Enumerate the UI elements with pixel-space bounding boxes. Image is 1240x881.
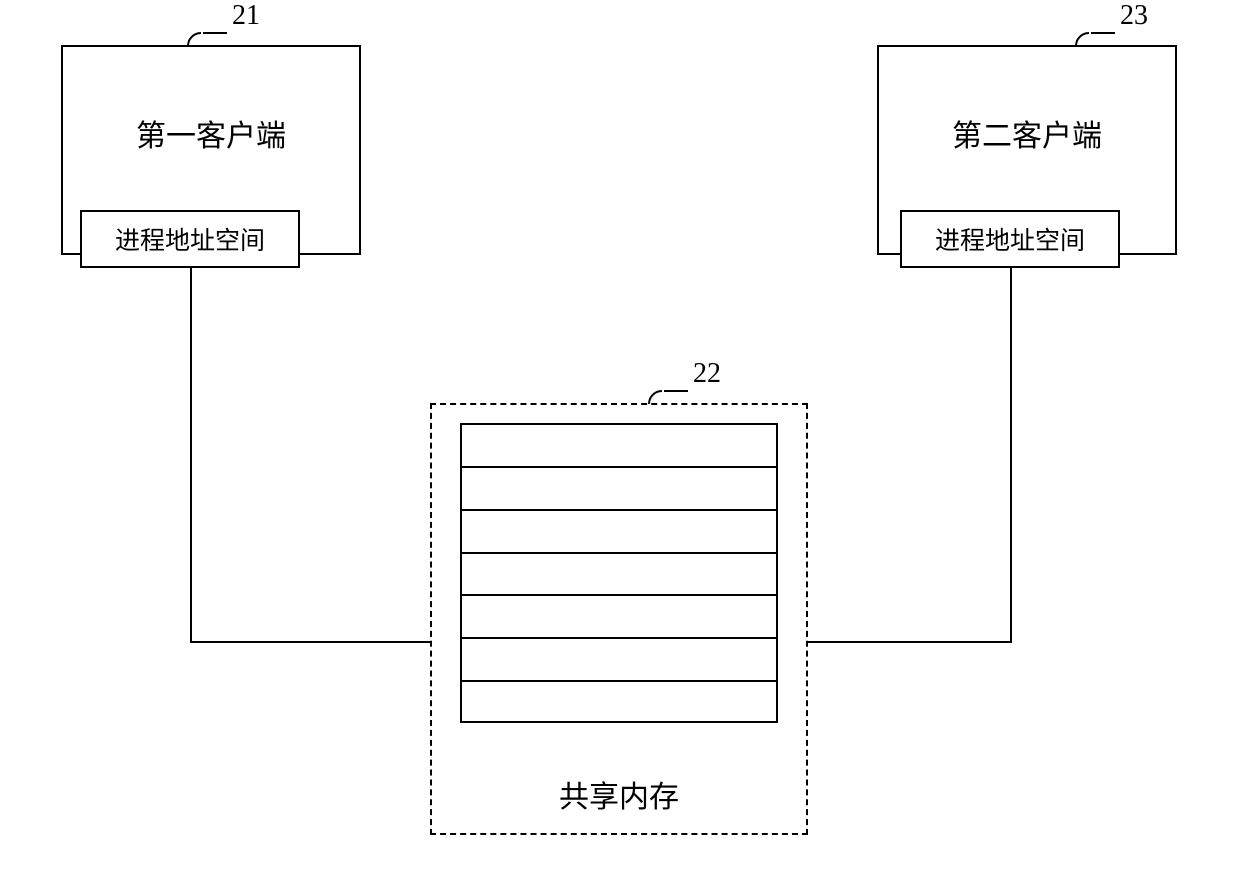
memory-row	[462, 682, 776, 725]
client1-callout-curve	[187, 32, 205, 50]
client2-callout-line	[1091, 32, 1115, 34]
shared-memory-label: 共享内存	[432, 772, 806, 816]
memory-row	[462, 511, 776, 554]
memory-row	[462, 596, 776, 639]
memory-row	[462, 468, 776, 511]
client1-id: 21	[232, 0, 260, 32]
shared-callout-line	[664, 390, 688, 392]
client1-label: 第一客户端	[136, 111, 286, 155]
edge-client2-shared-v	[1010, 268, 1012, 643]
shared-id: 22	[693, 358, 721, 390]
client1-addrspace-box: 进程地址空间	[80, 210, 300, 268]
edge-client1-shared-h	[190, 641, 430, 643]
shared-callout-curve	[648, 390, 666, 408]
memory-row	[462, 554, 776, 597]
client1-callout-line	[203, 32, 227, 34]
client1-addrspace-label: 进程地址空间	[115, 221, 265, 257]
shared-memory-diagram: 第一客户端 进程地址空间 21 第二客户端 进程地址空间 23 共享内存 22	[0, 0, 1240, 881]
edge-client2-shared-h	[808, 641, 1012, 643]
memory-block	[460, 423, 778, 723]
client2-id: 23	[1120, 0, 1148, 32]
client2-addrspace-label: 进程地址空间	[935, 221, 1085, 257]
client2-addrspace-box: 进程地址空间	[900, 210, 1120, 268]
memory-row	[462, 639, 776, 682]
edge-client1-shared-v	[190, 268, 192, 643]
client2-callout-curve	[1075, 32, 1093, 50]
memory-row	[462, 425, 776, 468]
client2-label: 第二客户端	[952, 111, 1102, 155]
